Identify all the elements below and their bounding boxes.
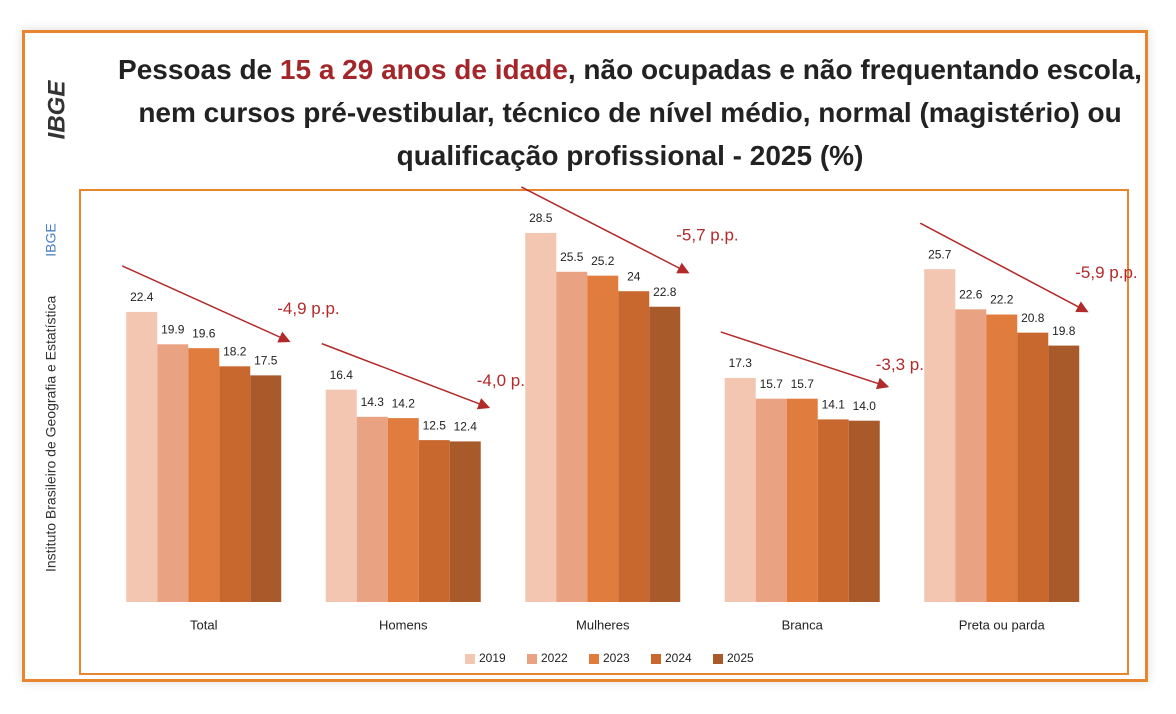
value-label: 14.3 — [361, 395, 385, 409]
annotation: -4,9 p.p. — [277, 299, 339, 318]
bar — [986, 314, 1018, 602]
legend-label: 2019 — [479, 651, 506, 665]
trend-arrow — [520, 186, 690, 274]
bar — [755, 398, 787, 602]
bar — [157, 344, 189, 602]
bar — [1048, 345, 1080, 602]
title-part: Pessoas de — [118, 54, 280, 85]
institute-acronym: IBGE — [43, 223, 59, 256]
chart-title: Pessoas de 15 a 29 anos de idade, não oc… — [100, 48, 1160, 177]
value-label: 18.2 — [223, 344, 247, 358]
bar — [587, 275, 619, 602]
x-tick-label: Mulheres — [576, 617, 630, 632]
value-label: 25.7 — [928, 247, 952, 261]
trend-arrow — [919, 222, 1089, 313]
legend-label: 2025 — [727, 651, 754, 665]
bar — [848, 420, 880, 602]
value-label: 22.6 — [959, 288, 983, 302]
bar — [618, 291, 650, 602]
bar — [525, 232, 557, 603]
x-tick-label: Branca — [782, 617, 824, 632]
value-label: 25.5 — [560, 250, 584, 264]
bar — [219, 366, 251, 602]
bar — [418, 440, 450, 602]
value-label: 19.6 — [192, 326, 216, 340]
value-label: 24 — [627, 269, 641, 283]
legend-label: 2023 — [603, 651, 630, 665]
trend-arrow — [121, 265, 291, 343]
bar — [325, 389, 357, 602]
chart-box — [79, 189, 1129, 675]
legend-label: 2022 — [541, 651, 568, 665]
value-label: 14.2 — [392, 396, 416, 410]
value-label: 22.8 — [653, 285, 677, 299]
value-label: 19.9 — [161, 322, 185, 336]
value-label: 12.5 — [423, 418, 447, 432]
logo: IBGE — [43, 80, 70, 140]
annotation: -3,3 p.p. — [876, 355, 938, 374]
value-label: 25.2 — [591, 254, 615, 268]
bar — [786, 398, 818, 602]
bar — [126, 311, 158, 602]
value-label: 15.7 — [791, 377, 815, 391]
x-tick-label: Homens — [379, 617, 428, 632]
annotation: -4,0 p.p. — [477, 371, 539, 390]
bar — [449, 441, 481, 602]
legend-swatch — [527, 654, 537, 664]
value-label: 16.4 — [330, 368, 354, 382]
value-label: 19.8 — [1052, 324, 1076, 338]
legend-label: 2024 — [665, 651, 692, 665]
legend-swatch — [465, 654, 475, 664]
annotation: -5,7 p.p. — [676, 225, 738, 244]
bar — [387, 418, 419, 602]
x-tick-label: Total — [190, 617, 218, 632]
value-label: 20.8 — [1021, 311, 1045, 325]
value-label: 14.0 — [853, 399, 877, 413]
annotation: -5,9 p.p. — [1075, 263, 1137, 282]
value-label: 17.3 — [729, 356, 753, 370]
value-label: 12.4 — [454, 420, 478, 434]
value-label: 17.5 — [254, 354, 278, 368]
title-part: , não ocupadas e não frequentando escola… — [138, 54, 1142, 171]
bar — [649, 306, 681, 602]
bar — [955, 309, 987, 602]
value-label: 14.1 — [822, 398, 846, 412]
title-highlight: 15 a 29 anos de idade — [279, 54, 568, 85]
trend-arrow — [321, 342, 491, 410]
bar — [556, 271, 588, 602]
value-label: 22.4 — [130, 290, 154, 304]
bar — [724, 377, 756, 602]
value-label: 15.7 — [760, 377, 784, 391]
value-label: 28.5 — [529, 211, 553, 225]
trend-arrow — [720, 331, 890, 390]
bar — [1017, 332, 1049, 602]
bar — [188, 348, 220, 602]
legend-swatch — [713, 654, 723, 664]
legend-swatch — [589, 654, 599, 664]
legend-swatch — [651, 654, 661, 664]
institute-name: Instituto Brasileiro de Geografia e Esta… — [43, 296, 59, 572]
bar — [250, 375, 282, 602]
value-label: 22.2 — [990, 293, 1014, 307]
bar — [356, 416, 388, 602]
bar — [924, 269, 956, 602]
bar — [817, 419, 849, 602]
x-tick-label: Preta ou parda — [959, 617, 1046, 632]
